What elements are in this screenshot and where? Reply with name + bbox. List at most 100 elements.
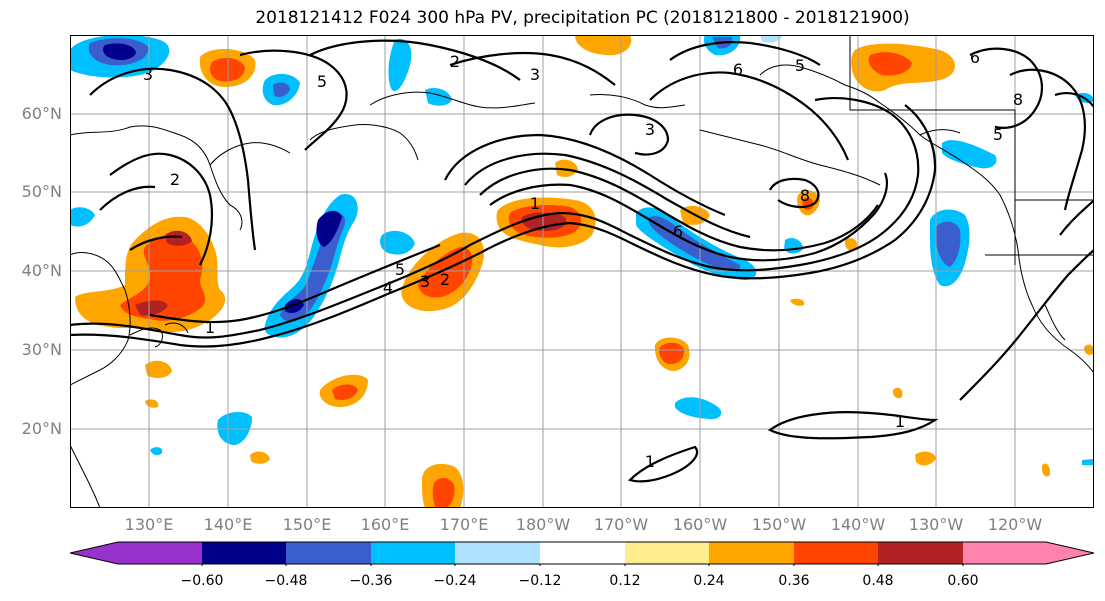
pv-contour	[70, 104, 937, 348]
pv-contour	[669, 41, 821, 66]
lon-label: 140°W	[830, 515, 886, 534]
pv-contour	[239, 49, 348, 151]
lon-label: 180°W	[515, 515, 571, 534]
pv-contours	[70, 39, 1094, 483]
precip-negative	[760, 35, 782, 43]
pv-contour	[444, 133, 726, 217]
contour-label: 2	[440, 270, 450, 289]
precip-positive	[915, 451, 936, 466]
precip-positive	[120, 234, 206, 321]
pv-contour	[649, 71, 850, 161]
pv-contour	[959, 249, 1094, 401]
precip-negative	[103, 43, 136, 61]
graticule	[70, 35, 1094, 508]
borders	[849, 35, 1094, 265]
colorbar-tick-label: 0.36	[778, 573, 810, 589]
pv-contour	[479, 167, 879, 252]
lon-label: 160°E	[360, 515, 410, 534]
lat-label: 60°N	[21, 104, 62, 123]
precip-positive	[145, 399, 159, 408]
pv-contour	[1059, 199, 1094, 236]
precip-negative	[217, 411, 252, 445]
pv-contour	[309, 39, 521, 81]
precip-positive	[250, 451, 270, 464]
contour-label: 6	[970, 48, 980, 67]
pv-contour	[464, 152, 751, 239]
precip-negative	[273, 82, 290, 98]
colorbar-tick-label: −0.36	[349, 573, 393, 589]
lon-label: 170°E	[439, 515, 489, 534]
contour-label: 3	[645, 120, 655, 139]
contour-label: 5	[993, 125, 1003, 144]
precip-positive	[145, 360, 172, 379]
pv-contour	[489, 172, 889, 262]
lon-label: 150°E	[282, 515, 332, 534]
colorbar-tick-label: −0.48	[264, 573, 308, 589]
contour-label: 4	[383, 278, 393, 297]
precip-shading	[70, 35, 1094, 508]
pv-contour	[89, 67, 257, 251]
colorbar-segment	[371, 542, 455, 564]
contour-label: 5	[317, 72, 327, 91]
precip-positive	[165, 230, 192, 246]
precip-negative	[1082, 459, 1094, 465]
colorbar-segment	[625, 542, 709, 564]
colorbar-tick-label: 0.24	[693, 573, 725, 589]
precip-positive	[1041, 463, 1051, 477]
lat-label: 20°N	[21, 419, 62, 438]
pv-contour	[1009, 68, 1086, 211]
colorbar-extend-high	[963, 542, 1094, 564]
coastlines	[70, 64, 1094, 508]
colorbar-tick-label: 0.12	[609, 573, 641, 589]
lon-label: 170°W	[593, 515, 649, 534]
precip-negative	[70, 207, 95, 227]
pv-contour	[627, 445, 698, 483]
precip-negative	[150, 447, 163, 456]
pv-contour	[109, 152, 214, 266]
pv-contour	[149, 243, 441, 324]
contour-label: 3	[143, 65, 153, 84]
precip-positive	[555, 159, 578, 177]
precip-positive	[575, 35, 632, 56]
contour-label: 1	[895, 412, 905, 431]
pv-contour	[588, 113, 670, 156]
lon-label: 130°E	[124, 515, 174, 534]
precip-positive	[892, 387, 903, 399]
pv-contour	[767, 411, 939, 440]
lon-label: 120°W	[987, 515, 1043, 534]
pv-contour	[1054, 91, 1094, 108]
contour-label: 5	[395, 260, 405, 279]
contour-label: 3	[530, 65, 540, 84]
colorbar-segment	[540, 542, 625, 564]
map-panel: 1 1 1 1 2 2 2 3 3 3 3 4 5 5 5 5 6 6 6 8 …	[70, 35, 1094, 508]
precip-negative	[380, 230, 415, 255]
precip-positive	[135, 300, 168, 316]
colorbar-tick-label: −0.24	[433, 573, 477, 589]
contour-label: 3	[420, 272, 430, 291]
precip-negative	[936, 221, 961, 267]
pv-contour	[449, 51, 616, 86]
lon-label: 150°W	[751, 515, 807, 534]
colorbar-tick-label: −0.60	[180, 573, 224, 589]
lon-label: 130°W	[908, 515, 964, 534]
colorbar-segment	[794, 542, 878, 564]
colorbar-segment	[286, 542, 371, 564]
precip-positive	[659, 342, 685, 365]
precip-positive	[432, 477, 455, 508]
colorbar-segment	[455, 542, 540, 564]
colorbar-segment	[709, 542, 794, 564]
pv-contour	[769, 177, 820, 209]
contour-label: 2	[450, 52, 460, 71]
lat-label: 30°N	[21, 340, 62, 359]
contour-label: 8	[800, 186, 810, 205]
pv-contour	[70, 97, 920, 339]
precip-positive	[868, 52, 912, 76]
contour-label: 1	[645, 452, 655, 471]
lat-label: 50°N	[21, 182, 62, 201]
pv-contour	[969, 47, 1043, 129]
precip-positive	[332, 384, 358, 400]
precip-negative	[942, 140, 997, 169]
colorbar-segment	[878, 542, 963, 564]
lon-label: 160°W	[672, 515, 728, 534]
pv-contour	[129, 235, 183, 251]
